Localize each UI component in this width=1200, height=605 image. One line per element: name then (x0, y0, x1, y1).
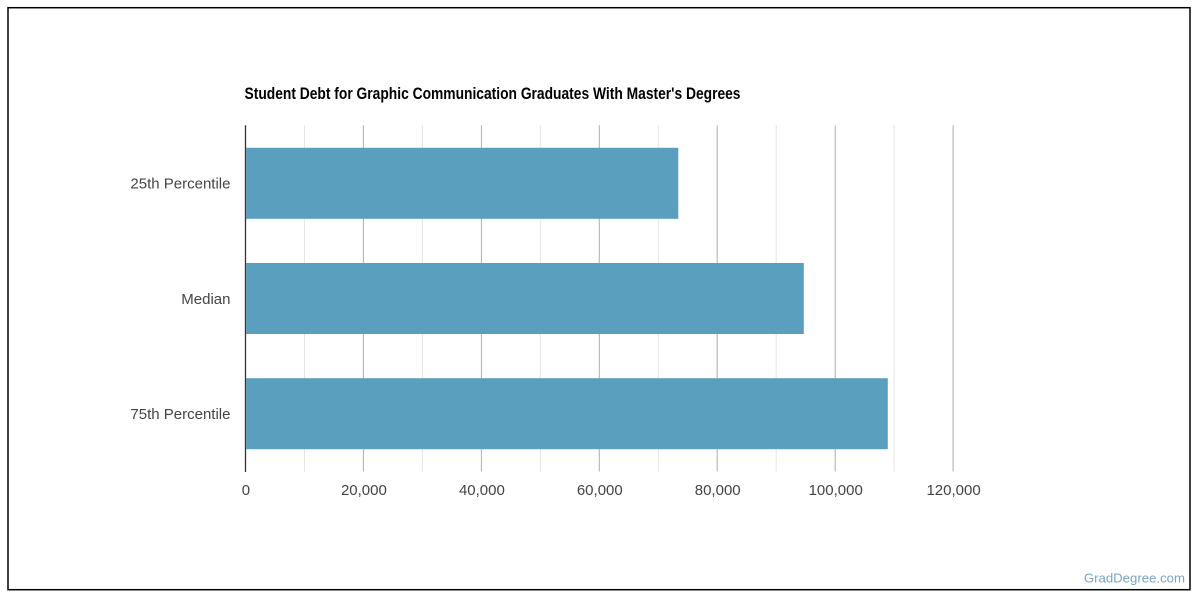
svg-text:40,000: 40,000 (459, 482, 505, 499)
svg-text:Median: Median (181, 291, 230, 308)
svg-text:60,000: 60,000 (577, 482, 623, 499)
svg-text:75th Percentile: 75th Percentile (130, 406, 230, 423)
svg-text:GradDegree.com: GradDegree.com (1084, 570, 1185, 585)
svg-text:100,000: 100,000 (809, 482, 863, 499)
svg-text:80,000: 80,000 (695, 482, 741, 499)
svg-text:0: 0 (242, 482, 250, 499)
svg-text:25th Percentile: 25th Percentile (130, 176, 230, 193)
svg-text:20,000: 20,000 (341, 482, 387, 499)
svg-text:120,000: 120,000 (926, 482, 980, 499)
svg-text:Student Debt for Graphic Commu: Student Debt for Graphic Communication G… (245, 85, 741, 103)
